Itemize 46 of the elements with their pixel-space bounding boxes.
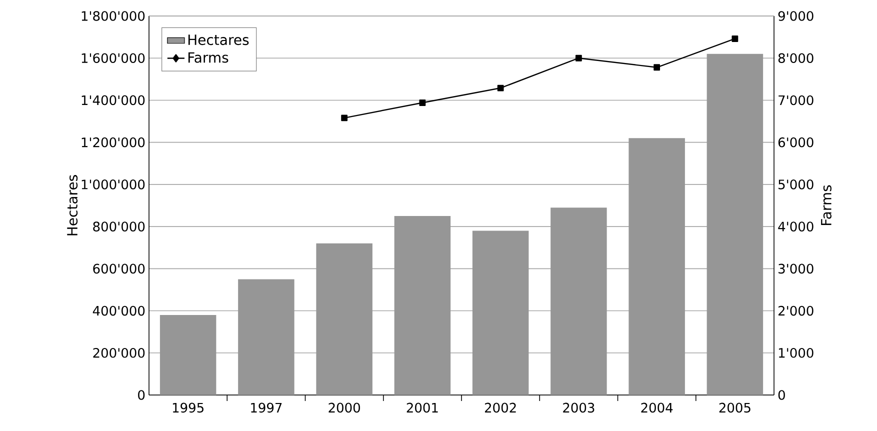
x-tick-label: 1997 [251, 402, 282, 413]
y-tick-label: 1'200'000 [82, 137, 145, 148]
y2-tick-label: 6'000 [778, 137, 814, 148]
y-axis-title: Hectares [67, 175, 78, 236]
y2-tick-label: 7'000 [778, 95, 814, 106]
y2-tick-label: 0 [778, 390, 785, 400]
y-tick-label: 1'800'000 [82, 11, 145, 21]
bar [550, 208, 607, 395]
point [341, 114, 348, 122]
point [419, 100, 426, 106]
x-tick-label: 2001 [406, 402, 438, 413]
y-tick-label: 200'000 [93, 348, 145, 358]
x-tick-label: 2005 [719, 402, 750, 413]
y-tick-label: 1'400'000 [82, 95, 145, 106]
point [732, 36, 738, 42]
x-tick-label: 2002 [484, 402, 516, 413]
y2-tick-label: 3'000 [778, 264, 814, 274]
legend-label: Farms [188, 52, 228, 63]
y-tick-label: 1'600'000 [82, 53, 145, 64]
y-tick-label: 800'000 [93, 222, 145, 232]
x-tick-label: 2004 [641, 402, 673, 413]
bar [238, 279, 294, 395]
y-tick-label: 600'000 [93, 264, 145, 274]
x-tick-label: 1995 [172, 402, 204, 413]
bar [472, 230, 529, 395]
point [575, 54, 582, 62]
bar [316, 243, 372, 395]
x-tick-label: 2003 [563, 402, 594, 413]
bar [160, 314, 216, 395]
point [497, 84, 504, 92]
y2-tick-label: 4'000 [778, 222, 814, 232]
y2-tick-label: 1'000 [778, 348, 814, 358]
point [654, 64, 660, 71]
bar [706, 54, 764, 395]
y-tick-label: 1'000'000 [82, 180, 145, 190]
y-tick-label: 0 [138, 390, 145, 400]
y-tick-label: 400'000 [92, 306, 145, 316]
legend-label: Hectares [188, 34, 249, 46]
bar [628, 138, 685, 395]
y2-tick-label: 9'000 [778, 11, 814, 21]
y2-axis-title: Farms [821, 185, 832, 226]
x-tick-label: 2000 [328, 402, 360, 413]
bar [394, 216, 451, 395]
y2-tick-label: 2'000 [778, 306, 814, 316]
y2-tick-label: 5'000 [778, 180, 814, 190]
y2-tick-label: 8'000 [778, 53, 814, 64]
